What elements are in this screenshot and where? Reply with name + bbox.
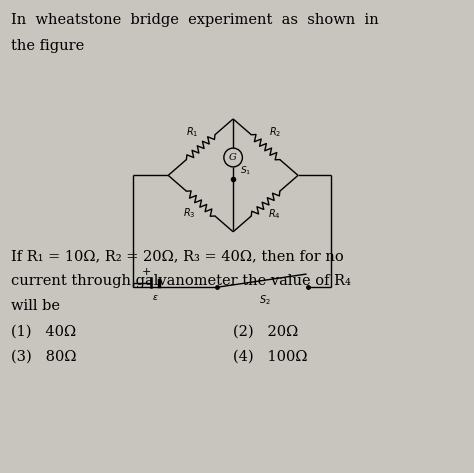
Text: the figure: the figure <box>10 39 84 53</box>
Text: will be: will be <box>10 298 60 313</box>
Text: $\varepsilon$: $\varepsilon$ <box>152 293 158 302</box>
Text: G: G <box>229 153 237 162</box>
Text: $R_2$: $R_2$ <box>269 125 281 139</box>
Text: (1)   40Ω: (1) 40Ω <box>10 325 76 339</box>
Text: In  wheatstone  bridge  experiment  as  shown  in: In wheatstone bridge experiment as shown… <box>10 13 378 27</box>
Text: $S_1$: $S_1$ <box>240 164 251 177</box>
Text: $R_4$: $R_4$ <box>268 207 281 221</box>
Text: $S_2$: $S_2$ <box>259 293 271 307</box>
Text: (3)   80Ω: (3) 80Ω <box>10 350 76 363</box>
Text: If R₁ = 10Ω, R₂ = 20Ω, R₃ = 40Ω, then for no: If R₁ = 10Ω, R₂ = 20Ω, R₃ = 40Ω, then fo… <box>10 250 343 263</box>
Text: +: + <box>142 267 151 277</box>
Text: (4)   100Ω: (4) 100Ω <box>233 350 308 363</box>
Text: $R_3$: $R_3$ <box>183 206 195 220</box>
Text: (2)   20Ω: (2) 20Ω <box>233 325 298 339</box>
Text: $R_1$: $R_1$ <box>186 125 199 139</box>
Text: current through galvanometer the value of R₄: current through galvanometer the value o… <box>10 274 351 288</box>
